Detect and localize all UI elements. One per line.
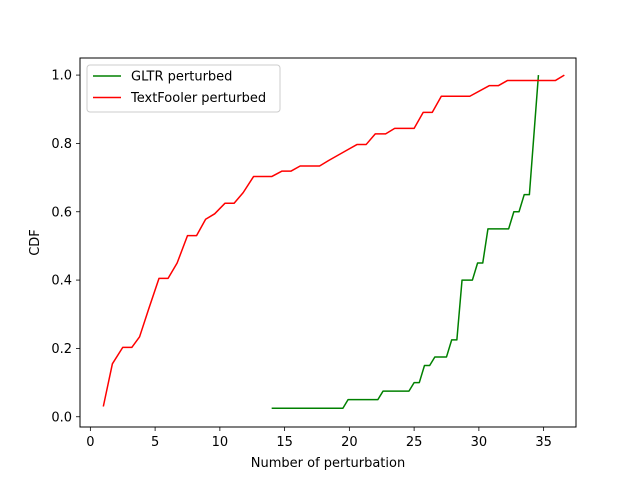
x-axis-label: Number of perturbation	[251, 456, 405, 471]
series-line-1	[102, 74, 565, 407]
y-tick-label: 0.8	[51, 137, 72, 152]
legend: GLTR perturbed TextFooler perturbed	[86, 64, 281, 113]
x-tick-label: 10	[212, 435, 229, 450]
y-axis-label: CDF	[28, 229, 43, 256]
x-tick-label: 25	[406, 435, 423, 450]
series-layer	[102, 74, 565, 409]
legend-box	[86, 64, 281, 113]
legend-label-gltr: GLTR perturbed	[131, 70, 232, 85]
x-tick-label: 35	[535, 435, 552, 450]
x-tick-label: 5	[151, 435, 159, 450]
x-tick-label: 30	[471, 435, 488, 450]
y-tick-label: 0.6	[51, 205, 72, 220]
plot-frame	[79, 57, 577, 428]
x-tick-label: 15	[276, 435, 293, 450]
series-line-0	[271, 75, 540, 409]
legend-label-textfooler: TextFooler perturbed	[130, 91, 266, 106]
y-axis-ticks: 0.0 0.2 0.4 0.6 0.8 1.0	[51, 69, 80, 425]
y-tick-label: 0.4	[51, 274, 72, 289]
y-tick-label: 0.0	[51, 410, 72, 425]
x-axis-ticks: 0 5 10 15 20 25 30 35	[86, 427, 552, 450]
x-tick-label: 0	[86, 435, 94, 450]
x-tick-label: 20	[341, 435, 358, 450]
y-tick-label: 0.2	[51, 342, 72, 357]
plot-area	[80, 58, 576, 427]
y-tick-label: 1.0	[51, 69, 72, 84]
